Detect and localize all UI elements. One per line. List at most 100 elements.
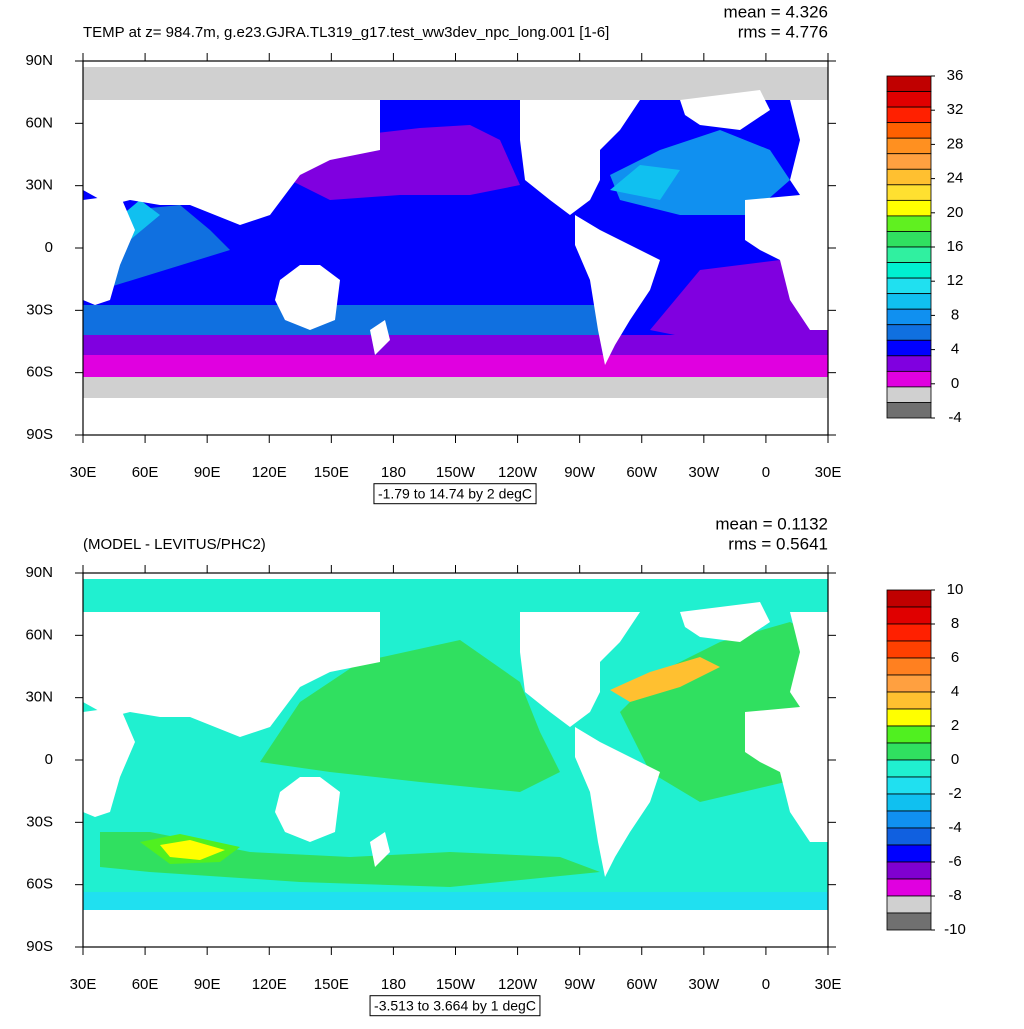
colorbar-box	[886, 861, 932, 880]
colorbar-box	[886, 153, 932, 170]
colorbar-box	[886, 912, 932, 931]
colorbar-label: -6	[948, 853, 961, 870]
colorbar-box	[886, 657, 932, 676]
x-tick-label: 180	[381, 464, 406, 481]
y-tick-label: 90N	[25, 564, 53, 581]
colorbar-box	[886, 106, 932, 124]
colorbar-box	[886, 878, 932, 897]
colorbar-box	[886, 75, 932, 92]
map-fill	[83, 61, 828, 435]
colorbar-label: 0	[951, 751, 959, 768]
y-tick-label: 60N	[25, 114, 53, 131]
colorbar-label: 28	[947, 135, 964, 152]
x-tick-label: 30E	[815, 976, 842, 993]
x-tick-label: 0	[762, 976, 770, 993]
x-tick-label: 30E	[70, 464, 97, 481]
x-tick-label: 90W	[564, 976, 596, 993]
y-tick-label: 90N	[25, 52, 53, 69]
map-fill	[83, 573, 828, 947]
colorbar-box	[886, 324, 932, 341]
y-tick-label: 0	[45, 751, 53, 768]
x-tick-label: 30W	[688, 464, 720, 481]
colorbar-box	[886, 262, 932, 279]
colorbar-label: 4	[951, 341, 959, 358]
colorbar-box	[886, 708, 932, 727]
x-tick-label: 0	[762, 464, 770, 481]
colorbar-label: 10	[947, 581, 964, 598]
y-tick-label: 90S	[26, 938, 53, 955]
x-tick-label: 120W	[498, 464, 538, 481]
x-tick-label: 30E	[815, 464, 842, 481]
range-box	[373, 483, 537, 505]
colorbar-label: 20	[947, 204, 964, 221]
colorbar-box	[886, 742, 932, 761]
colorbar-box	[886, 640, 932, 659]
colorbar-box	[886, 246, 932, 263]
colorbar-box	[886, 827, 932, 846]
colorbar-label: -10	[944, 921, 966, 938]
x-tick-label: 90E	[194, 464, 221, 481]
colorbar-box	[886, 199, 932, 217]
y-tick-label: 60S	[26, 876, 53, 893]
panel-title: TEMP at z= 984.7m, g.e23.GJRA.TL319_g17.…	[83, 24, 609, 41]
colorbar-label: 4	[951, 683, 959, 700]
colorbar-box	[886, 725, 932, 744]
y-tick-label: 30N	[25, 177, 53, 194]
x-tick-label: 30E	[70, 976, 97, 993]
colorbar-box	[886, 293, 932, 310]
y-tick-label: 60S	[26, 364, 53, 381]
x-tick-label: 150W	[436, 976, 476, 993]
colorbar-box	[886, 355, 932, 372]
x-tick-label: 150W	[436, 464, 476, 481]
colorbar-box	[886, 895, 932, 914]
colorbar-label: 8	[951, 615, 959, 632]
colorbar-box	[886, 844, 932, 863]
x-tick-label: 180	[381, 976, 406, 993]
y-tick-label: 60N	[25, 626, 53, 643]
colorbar-box	[886, 277, 932, 295]
y-tick-label: 90S	[26, 426, 53, 443]
colorbar-box	[886, 184, 932, 201]
range-label: -3.513 to 3.664 by 1 degC	[374, 998, 536, 1014]
rms-text: rms = 4.776	[738, 22, 828, 41]
colorbar-label: 6	[951, 649, 959, 666]
colorbar-box	[886, 386, 932, 403]
colorbar-box	[886, 402, 932, 419]
colorbar-label: 32	[947, 101, 964, 118]
y-tick-label: 30S	[26, 813, 53, 830]
mean-text: mean = 4.326	[724, 2, 828, 21]
x-tick-label: 60E	[132, 976, 159, 993]
colorbar-box	[886, 122, 932, 139]
colorbar-box	[886, 339, 932, 357]
colorbar-box	[886, 231, 932, 248]
colorbar-box	[886, 759, 932, 778]
colorbar-label: 12	[947, 272, 964, 289]
colorbar-label: 36	[947, 67, 964, 84]
rms-text: rms = 0.5641	[728, 534, 828, 553]
colorbar-box	[886, 215, 932, 232]
range-label: -1.79 to 14.74 by 2 degC	[378, 486, 532, 502]
colorbar-box	[886, 674, 932, 693]
range-box	[369, 995, 541, 1017]
colorbar-box	[886, 623, 932, 642]
colorbar-label: 2	[951, 717, 959, 734]
colorbar-box	[886, 606, 932, 625]
x-tick-label: 60E	[132, 464, 159, 481]
y-tick-label: 30N	[25, 689, 53, 706]
colorbar-label: -4	[948, 819, 961, 836]
colorbar-box	[886, 308, 932, 326]
x-tick-label: 90W	[564, 464, 596, 481]
y-tick-label: 30S	[26, 301, 53, 318]
colorbar-box	[886, 168, 932, 186]
x-tick-label: 150E	[314, 464, 349, 481]
colorbar-label: -2	[948, 785, 961, 802]
x-tick-label: 90E	[194, 976, 221, 993]
colorbar-label: 24	[947, 170, 964, 187]
x-tick-label: 120W	[498, 976, 538, 993]
colorbar-box	[886, 589, 932, 608]
mean-text: mean = 0.1132	[715, 514, 828, 533]
x-tick-label: 120E	[252, 976, 287, 993]
x-tick-label: 60W	[626, 976, 658, 993]
colorbar-label: 0	[951, 375, 959, 392]
